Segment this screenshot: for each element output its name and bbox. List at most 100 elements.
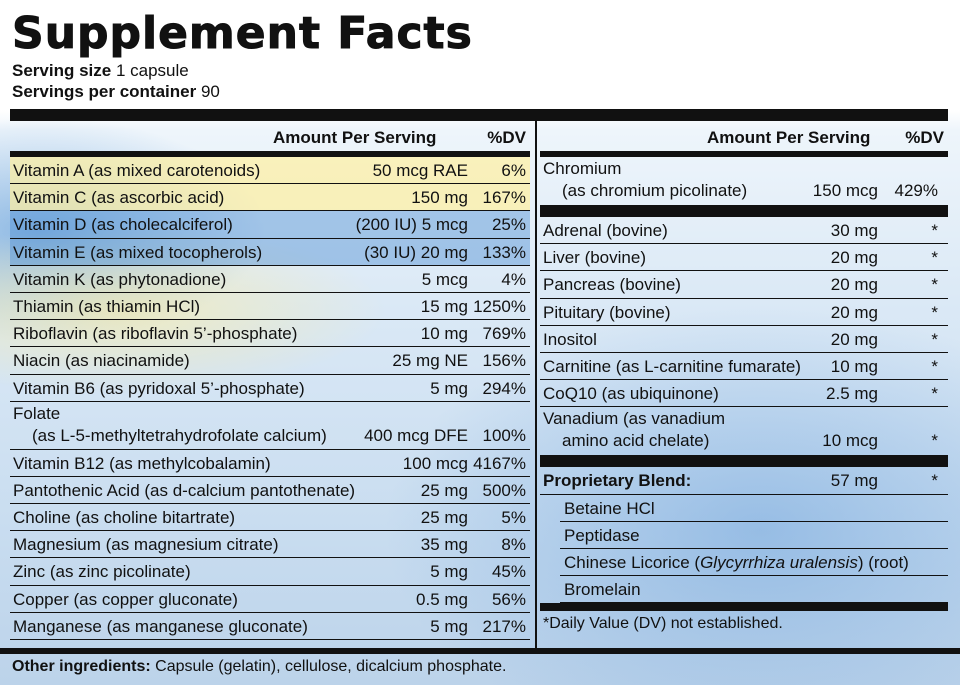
nutrient-name: Vitamin C (as ascorbic acid) (13, 188, 225, 208)
nutrient-dv: * (931, 248, 938, 268)
nutrient-dv: 8% (501, 535, 526, 555)
blend-ingredient: Chinese Licorice (Glycyrrhiza uralensis)… (560, 549, 948, 577)
nutrient-amount: 5 mg (430, 378, 468, 398)
nutrient-dv: * (931, 275, 938, 295)
nutrient-row: Vitamin C (as ascorbic acid) 150 mg 167% (10, 184, 530, 212)
nutrient-name: CoQ10 (as ubiquinone) (543, 384, 719, 404)
header-divider (10, 109, 948, 121)
nutrient-amount: (200 IU) 5 mcg (355, 215, 468, 235)
section-divider (540, 603, 948, 612)
nutrient-row: Magnesium (as magnesium citrate) 35 mg 8% (10, 531, 530, 559)
nutrient-dv: 4% (501, 269, 526, 289)
nutrient-amount: 20 mg (830, 302, 878, 322)
nutrient-dv: 133% (482, 242, 526, 262)
other-ingredients-value: Capsule (gelatin), cellulose, dicalcium … (155, 658, 507, 675)
left-column: Amount Per Serving %DV Vitamin A (as mix… (10, 121, 530, 640)
nutrient-name: Vitamin B6 (as pyridoxal 5’-phosphate) (13, 378, 305, 398)
nutrient-amount: (30 IU) 20 mg (364, 242, 468, 262)
nutrient-row: Pituitary (bovine) 20 mg * (540, 299, 948, 326)
nutrient-amount: 20 mg (830, 248, 878, 268)
nutrient-row: Carnitine (as L-carnitine fumarate) 10 mg… (540, 353, 948, 381)
nutrient-dv: 294% (482, 378, 526, 398)
nutrient-name: Folate (13, 403, 61, 423)
nutrient-dv: 56% (491, 589, 526, 609)
blend-ingredient: Peptidase (560, 522, 948, 549)
nutrient-name: Copper (as copper gluconate) (13, 589, 238, 609)
nutrient-dv: 4167% (473, 453, 526, 473)
nutrient-amount: 10 mg (420, 324, 468, 344)
nutrient-amount: 25 mg (420, 508, 468, 528)
nutrient-source: (as chromium picolinate) (562, 181, 748, 200)
nutrient-dv: 100% (482, 425, 526, 445)
nutrient-row: Pantothenic Acid (as d-calcium pantothen… (10, 477, 530, 505)
nutrient-dv: 167% (482, 188, 526, 208)
nutrient-amount: 30 mg (830, 221, 878, 240)
nutrient-row: Thiamin (as thiamin HCl) 15 mg 1250% (10, 293, 530, 321)
dv-header: %DV (487, 128, 526, 147)
servings-label: Servings per container (12, 82, 197, 101)
nutrient-amount: 10 mg (830, 356, 878, 376)
right-column: Amount Per Serving %DV Chromium (as chro… (540, 121, 948, 637)
nutrient-row: Vitamin A (as mixed carotenoids) 50 mcg R… (10, 157, 530, 185)
section-divider (540, 455, 948, 468)
servings-per-container: Servings per container 90 (12, 81, 952, 102)
supplement-header: Supplement Facts Serving size 1 capsule … (12, 8, 952, 102)
nutrient-amount: 0.5 mg (416, 589, 468, 609)
serving-size-value: 1 capsule (115, 61, 189, 80)
nutrient-name: Chromium (543, 159, 622, 178)
nutrient-amount: 150 mcg (812, 181, 878, 200)
nutrient-name: Choline (as choline bitartrate) (13, 508, 236, 528)
dv-footnote: *Daily Value (DV) not established. (543, 615, 783, 633)
nutrient-dv: 217% (482, 616, 526, 636)
nutrient-dv: 156% (482, 351, 526, 371)
amount-per-serving-header: Amount Per Serving (707, 128, 871, 147)
nutrient-row: Choline (as choline bitartrate) 25 mg 5% (10, 504, 530, 532)
nutrient-amount: 20 mg (830, 329, 878, 349)
nutrient-row: Copper (as copper gluconate) 0.5 mg 56% (10, 586, 530, 613)
left-nutrient-list: Vitamin A (as mixed carotenoids) 50 mcg R… (10, 157, 530, 402)
nutrient-amount: 400 mcg DFE (364, 425, 468, 445)
nutrient-dv: 1250% (473, 296, 526, 316)
left-column-header: Amount Per Serving %DV (10, 121, 530, 157)
nutrient-dv: * (931, 302, 938, 322)
nutrient-dv: 5% (501, 508, 526, 528)
nutrient-name: Riboflavin (as riboflavin 5’-phosphate) (13, 324, 298, 344)
nutrient-row: Pancreas (bovine) 20 mg * (540, 271, 948, 299)
nutrient-name: Manganese (as manganese gluconate) (13, 616, 308, 636)
nutrient-dv: * (931, 221, 938, 240)
nutrient-name: Vitamin A (as mixed carotenoids) (13, 161, 261, 180)
nutrient-amount: 25 mg NE (392, 351, 468, 371)
blend-ingredient-name: Chinese Licorice (Glycyrrhiza uralensis)… (564, 552, 909, 572)
nutrient-amount: 10 mcg (822, 431, 878, 451)
nutrient-name: Magnesium (as magnesium citrate) (13, 535, 279, 555)
nutrient-dv: 25% (491, 215, 526, 235)
nutrient-dv: 45% (491, 562, 526, 582)
nutrient-amount: 5 mg (430, 562, 468, 582)
nutrient-row: Manganese (as manganese gluconate) 5 mg 21… (10, 613, 530, 640)
nutrient-row: CoQ10 (as ubiquinone) 2.5 mg * (540, 380, 948, 408)
nutrient-row-chromium: Chromium (as chromium picolinate) 150 mc… (540, 157, 948, 205)
nutrient-dv: 429% (894, 181, 938, 200)
blend-ingredient-name: Betaine HCl (564, 498, 655, 518)
nutrient-row: Adrenal (bovine) 30 mg * (540, 217, 948, 245)
nutrient-row: Zinc (as zinc picolinate) 5 mg 45% (10, 558, 530, 586)
nutrient-name: Niacin (as niacinamide) (13, 351, 190, 371)
nutrient-dv: 500% (482, 480, 526, 500)
nutrient-name: Vitamin K (as phytonadione) (13, 269, 227, 289)
nutrient-amount: 25 mg (420, 480, 468, 500)
nutrient-name: Pantothenic Acid (as d-calcium pantothen… (13, 480, 356, 500)
nutrient-row: Liver (bovine) 20 mg * (540, 244, 948, 272)
nutrient-amount: 100 mcg (402, 453, 468, 473)
nutrient-dv: 6% (501, 161, 526, 180)
nutrient-name: Adrenal (bovine) (543, 221, 668, 240)
nutrient-amount: 15 mg (420, 296, 468, 316)
column-divider (535, 121, 537, 648)
nutrient-row: Vitamin E (as mixed tocopherols) (30 IU) … (10, 238, 530, 266)
blend-ingredient: Betaine HCl (560, 495, 948, 522)
nutrient-name: Inositol (543, 329, 597, 349)
proprietary-blend-row: Proprietary Blend: 57 mg * (540, 467, 948, 495)
nutrient-source: (as L-5-methyltetrahydrofolate calcium) (32, 425, 327, 445)
nutrient-row: Vitamin B6 (as pyridoxal 5’-phosphate) 5 … (10, 375, 530, 402)
serving-size-label: Serving size (12, 61, 112, 80)
servings-value: 90 (200, 82, 220, 101)
